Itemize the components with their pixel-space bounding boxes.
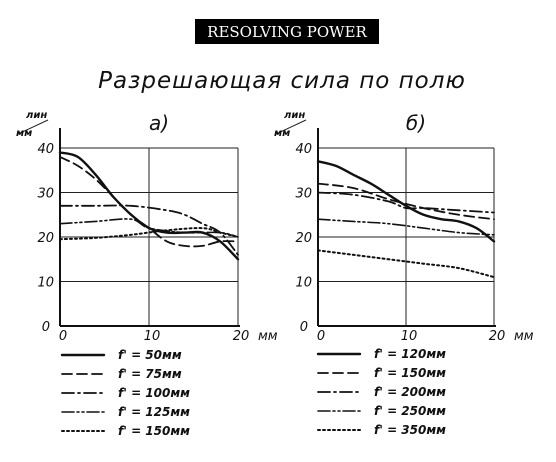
series-line-5: [59, 227, 239, 241]
y-tick-label-40: 40: [37, 142, 54, 157]
legend-label-5: f' = 350мм: [374, 423, 446, 437]
legend-label-3: f' = 200мм: [374, 385, 446, 399]
y-tick-label-20: 20: [295, 231, 312, 246]
y-unit-slash: [17, 119, 49, 135]
x-tick-label-10: 10: [144, 329, 161, 344]
y-unit-slash: [275, 119, 307, 135]
y-tick-label-20: 20: [37, 231, 54, 246]
y-unit-label-top: лин: [284, 110, 305, 121]
x-tick-label-20: 20: [233, 329, 250, 344]
legend-label-1: f' = 120мм: [374, 347, 446, 361]
banner-box: [195, 19, 379, 44]
series-line-1: [316, 160, 496, 243]
y-tick-label-zero: 0: [300, 320, 308, 335]
chart-panel-1: 10 20 30 40 00 10 20 мм лин мм а) f' = 50мм f' = 75м…: [16, 110, 278, 438]
x-tick-label-20: 20: [489, 329, 506, 344]
legend-label-4: f' = 125мм: [118, 405, 190, 419]
series-line-4: [317, 218, 495, 236]
y-tick-label-10: 10: [37, 276, 54, 291]
series-line-4: [59, 218, 239, 238]
series-line-3: [317, 191, 495, 214]
y-tick-label-40: 40: [295, 142, 312, 157]
x-tick-label-10: 10: [401, 329, 418, 344]
legend-label-4: f' = 250мм: [374, 404, 446, 418]
legend-label-5: f' = 150мм: [118, 424, 190, 438]
x-tick-label-0: 0: [317, 329, 325, 344]
series-line-2: [317, 182, 495, 221]
legend-label-3: f' = 100мм: [118, 386, 190, 400]
x-tick-label-0: 0: [59, 329, 67, 344]
x-axis-label: мм: [514, 329, 534, 344]
banner: RESOLVING POWER: [207, 23, 367, 41]
y-tick-label-10: 10: [295, 276, 312, 291]
series-line-5: [317, 249, 495, 279]
y-unit-label-bottom: мм: [274, 128, 290, 139]
y-unit-label-top: лин: [26, 110, 47, 121]
chart-panel-2: 10 20 30 40 00 10 20 мм лин мм б) f' = 120мм f' = 15…: [274, 110, 534, 437]
legend-label-2: f' = 75мм: [118, 367, 182, 381]
x-axis-label: мм: [258, 329, 278, 344]
legend-label-1: f' = 50мм: [118, 348, 182, 362]
y-unit-label-bottom: мм: [16, 128, 32, 139]
y-tick-label-30: 30: [37, 187, 54, 202]
y-tick-label-30: 30: [295, 187, 312, 202]
legend-label-2: f' = 150мм: [374, 366, 446, 380]
figure-title: Разрешающая сила по полю: [98, 68, 466, 94]
y-tick-label-zero: 0: [42, 320, 50, 335]
panel-label: б): [406, 111, 426, 135]
panel-label: а): [149, 111, 169, 135]
